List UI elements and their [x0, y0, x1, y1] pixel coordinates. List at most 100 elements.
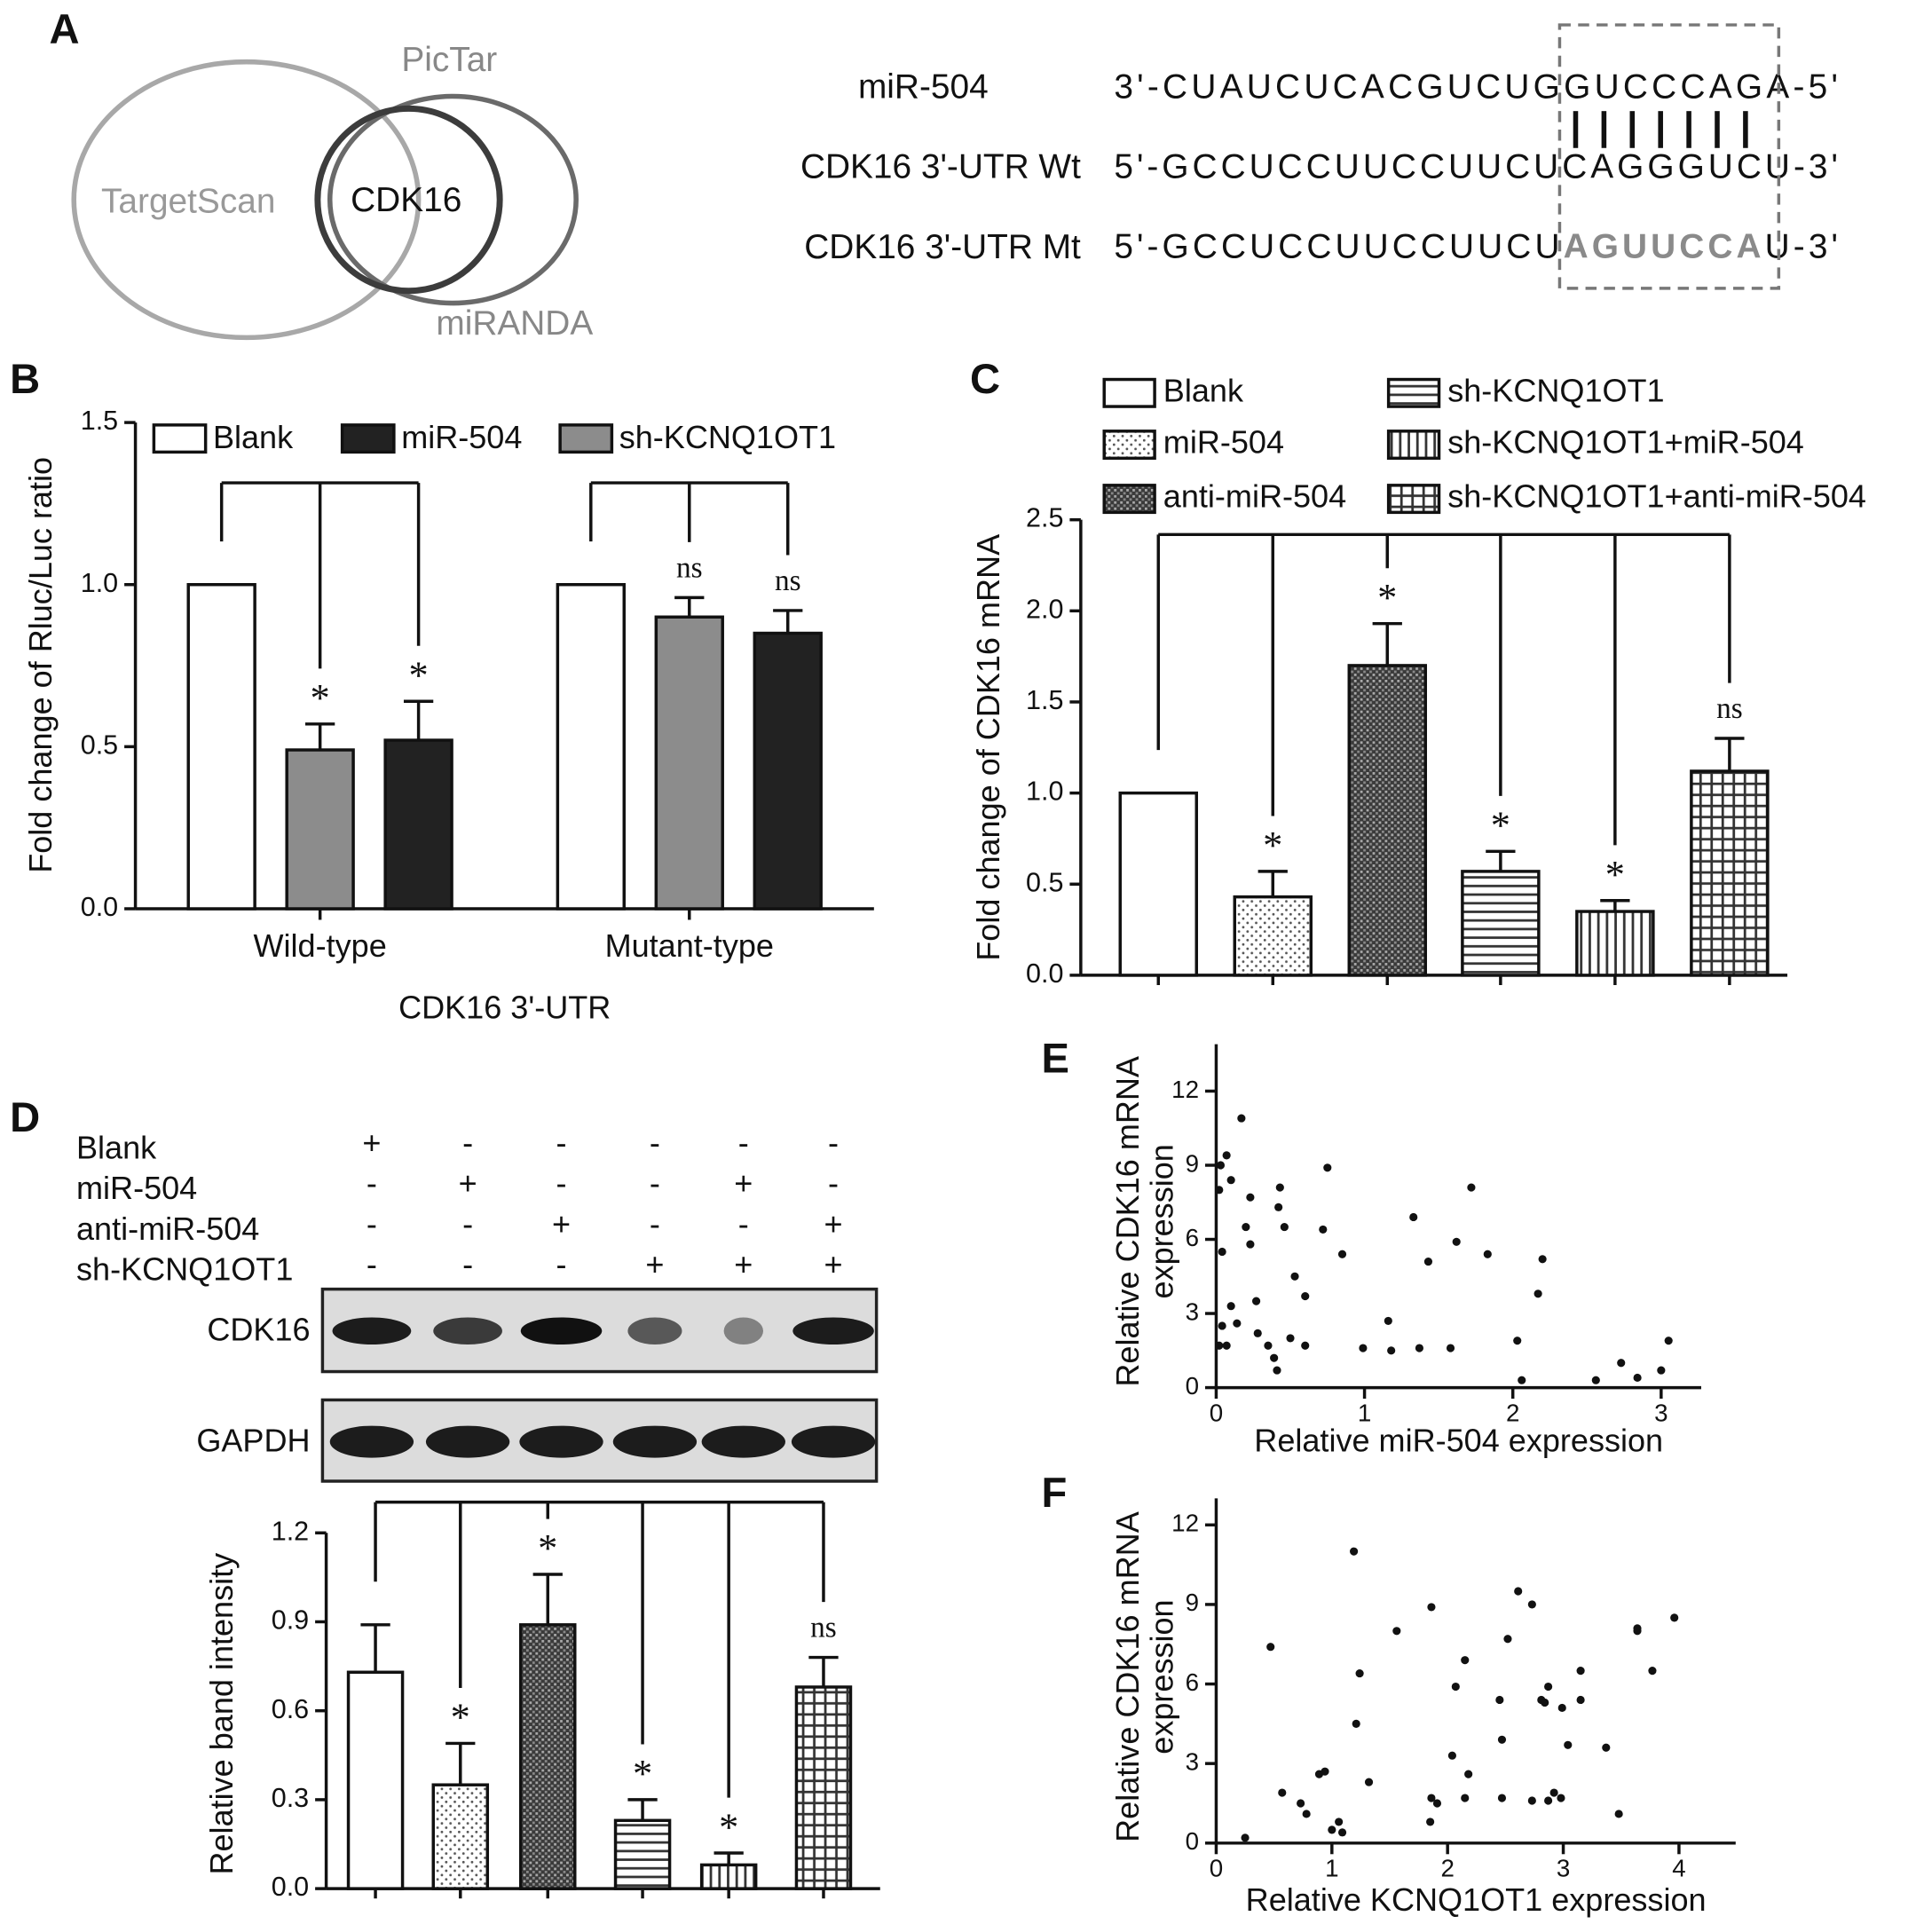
significance: * — [451, 1695, 470, 1739]
point — [1384, 1316, 1392, 1325]
y-tick-label: 2.5 — [1026, 503, 1063, 533]
point — [1335, 1818, 1344, 1826]
sequence-part: 5'-GCCUCCUUCCUUCU — [1114, 228, 1559, 266]
point — [1387, 1346, 1396, 1355]
point — [1648, 1667, 1657, 1676]
x-tick-label: 0 — [1210, 1855, 1223, 1882]
point — [1614, 1810, 1623, 1818]
treatment-sign: + — [734, 1246, 753, 1282]
band — [329, 1425, 414, 1458]
significance: ns — [676, 551, 703, 584]
point — [1359, 1344, 1368, 1352]
point — [1337, 1828, 1347, 1837]
point — [1350, 1547, 1359, 1556]
point — [1426, 1818, 1435, 1826]
point — [1355, 1669, 1364, 1678]
point — [1218, 1247, 1226, 1257]
point — [1297, 1799, 1305, 1808]
bar — [654, 615, 724, 911]
y-tick-label: 9 — [1186, 1589, 1199, 1616]
treatment-sign: - — [556, 1124, 567, 1161]
point — [1497, 1794, 1507, 1802]
treatment-sign: + — [362, 1124, 381, 1161]
treatment-label: anti-miR-504 — [76, 1210, 259, 1247]
point — [1518, 1376, 1526, 1384]
sequence: 5'-GCCUCCUUCCUUCUCAGGGUCU-3' — [1114, 148, 1838, 186]
point — [1527, 1796, 1536, 1805]
point — [1514, 1587, 1523, 1596]
point — [1218, 1321, 1226, 1330]
x-tick-label: 0 — [1210, 1399, 1223, 1426]
point — [1432, 1799, 1442, 1808]
point — [1251, 1297, 1261, 1305]
point — [1242, 1223, 1250, 1232]
point — [1352, 1719, 1360, 1728]
y-axis-label: Relative CDK16 mRNA — [1109, 1511, 1146, 1842]
treatment-sign: - — [650, 1124, 660, 1161]
y-tick-label: 0.5 — [1026, 867, 1063, 897]
point — [1461, 1656, 1470, 1665]
venn-set — [314, 105, 503, 295]
treatment-sign: + — [824, 1246, 843, 1282]
point — [1392, 1627, 1401, 1636]
y-tick-label: 1.5 — [81, 406, 118, 436]
point — [1423, 1258, 1433, 1266]
treatment-sign: - — [650, 1205, 660, 1242]
sequence-label: miR-504 — [858, 67, 989, 106]
sequence-label: CDK16 3'-UTR Mt — [804, 228, 1081, 266]
point — [1602, 1743, 1611, 1752]
band — [519, 1425, 603, 1458]
treatment-sign: + — [552, 1205, 571, 1242]
x-tick-label: 3 — [1654, 1399, 1668, 1426]
point — [1246, 1193, 1255, 1202]
y-axis-label: expression — [1144, 1599, 1180, 1754]
point — [1337, 1250, 1347, 1258]
band — [612, 1425, 698, 1458]
point — [1549, 1788, 1558, 1797]
point — [1633, 1624, 1642, 1633]
bar — [699, 1863, 758, 1890]
treatment-sign: - — [462, 1246, 473, 1282]
y-tick-label: 1.2 — [272, 1516, 309, 1546]
bar — [519, 1623, 577, 1890]
bar — [1690, 769, 1770, 977]
y-tick-label: 0.0 — [1026, 958, 1063, 989]
x-axis-label: Relative KCNQ1OT1 expression — [1246, 1881, 1707, 1918]
band — [433, 1317, 502, 1345]
y-tick-label: 3 — [1186, 1748, 1199, 1776]
point — [1657, 1366, 1666, 1375]
point — [1427, 1603, 1436, 1612]
point — [1415, 1344, 1423, 1352]
treatment-sign: - — [738, 1205, 749, 1242]
treatment-sign: - — [650, 1165, 660, 1202]
y-tick-label: 12 — [1171, 1510, 1199, 1537]
treatment-label: Blank — [76, 1129, 157, 1165]
treatment-sign: - — [367, 1246, 377, 1282]
venn-intersection: CDK16 — [351, 181, 461, 219]
bar — [431, 1783, 490, 1890]
bar — [556, 582, 626, 911]
venn-set — [71, 59, 422, 341]
point — [1591, 1376, 1600, 1384]
point — [1451, 1682, 1460, 1691]
legend-label: sh-KCNQ1OT1+miR-504 — [1447, 424, 1804, 461]
band — [520, 1317, 603, 1345]
point — [1564, 1740, 1573, 1749]
point — [1215, 1341, 1224, 1350]
treatment-sign: + — [734, 1165, 753, 1202]
y-tick-label: 1.0 — [1026, 777, 1063, 807]
point — [1321, 1767, 1329, 1776]
treatment-sign: - — [738, 1124, 749, 1161]
x-tick-label: Mutant-type — [605, 927, 774, 964]
treatment-sign: + — [459, 1165, 477, 1202]
point — [1226, 1302, 1235, 1311]
treatment-sign: - — [462, 1124, 473, 1161]
treatment-sign: - — [828, 1165, 839, 1202]
band — [332, 1317, 412, 1345]
treatment-sign: - — [556, 1246, 567, 1282]
point — [1275, 1183, 1284, 1192]
point — [1447, 1751, 1456, 1760]
point — [1576, 1667, 1585, 1676]
point — [1278, 1788, 1287, 1797]
bar — [753, 631, 823, 911]
